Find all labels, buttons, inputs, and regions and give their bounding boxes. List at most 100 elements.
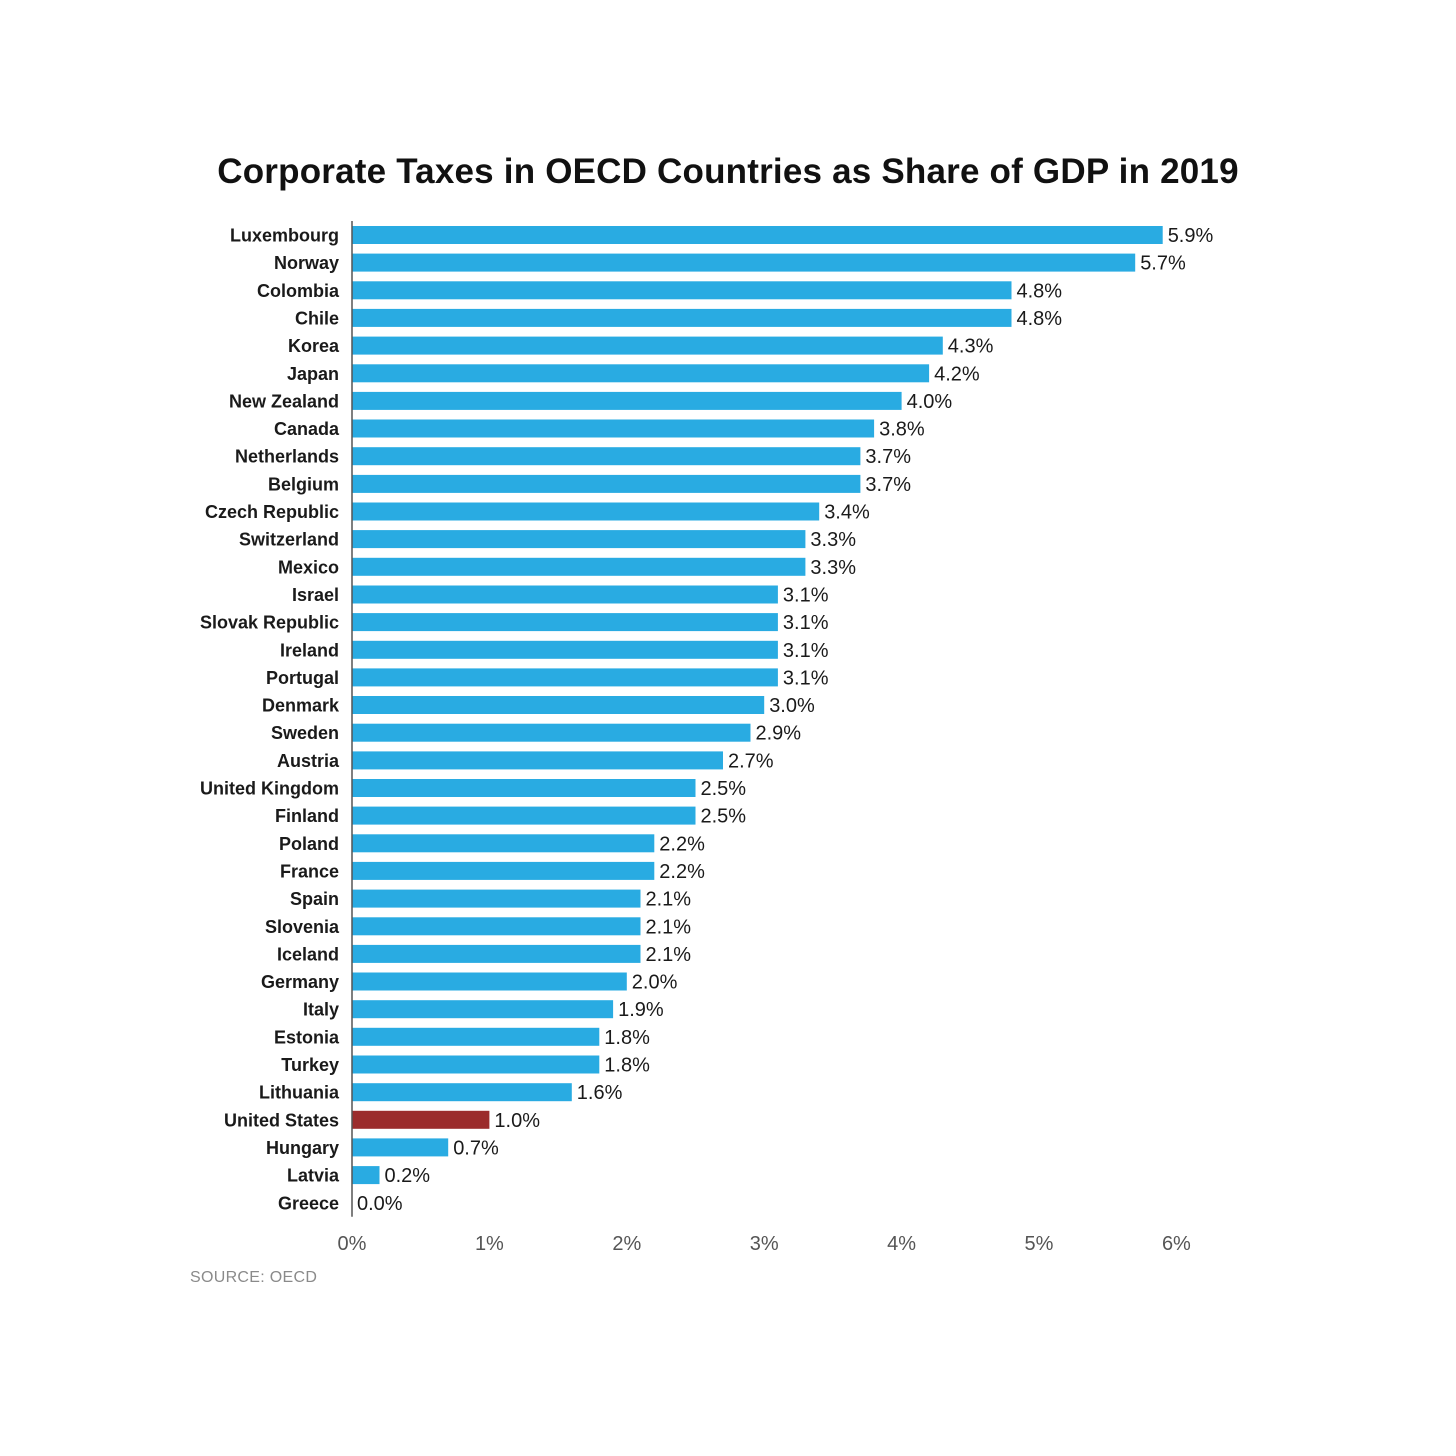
- value-label: 3.7%: [865, 446, 911, 468]
- category-label: Chile: [295, 308, 339, 328]
- bar-poland: [352, 834, 655, 853]
- bar-chile: [352, 308, 1012, 327]
- bar-mexico: [352, 557, 806, 576]
- bar-slovak-republic: [352, 613, 778, 632]
- category-label: Korea: [288, 336, 340, 356]
- bar-latvia: [352, 1166, 380, 1185]
- value-label: 3.7%: [865, 474, 911, 496]
- value-label: 3.1%: [783, 667, 829, 689]
- bar-turkey: [352, 1055, 600, 1074]
- category-label: Colombia: [257, 281, 340, 301]
- value-label: 2.1%: [646, 916, 692, 938]
- bar-italy: [352, 1000, 614, 1019]
- value-label: 5.7%: [1140, 253, 1186, 275]
- category-label: Hungary: [266, 1138, 339, 1158]
- category-label: Switzerland: [239, 530, 339, 550]
- bar-switzerland: [352, 530, 806, 549]
- value-label: 2.7%: [728, 750, 774, 772]
- x-axis-ticks: 0% 1% 2% 3% 4% 5% 6%: [338, 1233, 1192, 1255]
- category-label: Finland: [275, 806, 339, 826]
- value-label: 1.8%: [604, 1027, 650, 1049]
- bar-ireland: [352, 640, 778, 659]
- category-label: France: [280, 861, 339, 881]
- category-label: Lithuania: [259, 1083, 340, 1103]
- category-label: Canada: [274, 419, 340, 439]
- bar-sweden: [352, 723, 751, 742]
- value-label: 4.2%: [934, 363, 980, 385]
- value-label: 0.7%: [453, 1137, 499, 1159]
- bar-united-states: [352, 1110, 490, 1129]
- bar-lithuania: [352, 1083, 572, 1102]
- category-labels: Luxembourg Norway Colombia Chile Korea Japan N…: [200, 226, 340, 1214]
- bar-france: [352, 861, 655, 880]
- value-label: 3.3%: [810, 557, 856, 579]
- bar-korea: [352, 336, 943, 355]
- category-label: Portugal: [266, 668, 339, 688]
- source-note: SOURCE: OECD: [190, 1269, 318, 1286]
- value-label: 3.0%: [769, 695, 815, 717]
- value-label: 1.0%: [494, 1110, 540, 1132]
- x-tick-label: 1%: [475, 1233, 504, 1255]
- category-label: Luxembourg: [230, 226, 339, 246]
- value-label: 3.8%: [879, 419, 925, 441]
- bar-spain: [352, 889, 641, 908]
- category-label: Ireland: [280, 640, 339, 660]
- value-label: 5.9%: [1168, 225, 1214, 247]
- x-tick-label: 2%: [612, 1233, 641, 1255]
- value-label: 2.2%: [659, 833, 705, 855]
- x-tick-label: 4%: [887, 1233, 916, 1255]
- bar-united-kingdom: [352, 779, 696, 797]
- value-label: 4.3%: [948, 336, 994, 358]
- category-label: New Zealand: [229, 391, 339, 411]
- value-label: 0.2%: [385, 1165, 431, 1187]
- bar-hungary: [352, 1138, 449, 1157]
- category-label: Mexico: [278, 557, 339, 577]
- x-tick-label: 6%: [1162, 1233, 1191, 1255]
- category-label: Slovak Republic: [200, 613, 339, 633]
- bar-czech-republic: [352, 502, 820, 521]
- category-label: Germany: [261, 972, 339, 992]
- bar-portugal: [352, 668, 778, 687]
- bar-israel: [352, 585, 778, 604]
- bar-austria: [352, 751, 723, 770]
- x-tick-label: 5%: [1025, 1233, 1054, 1255]
- value-label: 1.6%: [577, 1082, 623, 1104]
- bar-denmark: [352, 696, 765, 714]
- category-label: Latvia: [287, 1166, 340, 1186]
- value-label: 2.9%: [756, 723, 802, 745]
- bar-new-zealand: [352, 391, 902, 410]
- category-label: Czech Republic: [205, 502, 339, 522]
- category-label: Poland: [279, 834, 339, 854]
- value-label: 1.9%: [618, 999, 664, 1021]
- category-label: Greece: [278, 1193, 339, 1213]
- category-label: Austria: [277, 751, 340, 771]
- value-label: 3.1%: [783, 612, 829, 634]
- bar-slovenia: [352, 917, 641, 936]
- value-label: 3.4%: [824, 502, 870, 524]
- category-label: Slovenia: [265, 917, 340, 937]
- category-label: Belgium: [268, 474, 339, 494]
- value-label: 2.5%: [701, 806, 747, 828]
- category-label: Estonia: [274, 1027, 340, 1047]
- bar-luxembourg: [352, 226, 1163, 244]
- value-label: 2.5%: [701, 778, 747, 800]
- bar-japan: [352, 364, 930, 383]
- category-label: Iceland: [277, 944, 339, 964]
- value-label: 4.8%: [1017, 280, 1063, 302]
- value-label: 2.2%: [659, 861, 705, 883]
- bar-norway: [352, 253, 1136, 272]
- chart-title: Corporate Taxes in OECD Countries as Sha…: [217, 152, 1239, 191]
- value-label: 2.0%: [632, 972, 678, 994]
- bar-netherlands: [352, 447, 861, 466]
- category-label: Japan: [287, 364, 339, 384]
- value-label: 4.8%: [1017, 308, 1063, 330]
- x-tick-label: 3%: [750, 1233, 779, 1255]
- value-label: 2.1%: [646, 944, 692, 966]
- category-label: Israel: [292, 585, 339, 605]
- value-label: 4.0%: [907, 391, 953, 413]
- value-label: 2.1%: [646, 889, 692, 911]
- value-labels: 5.9% 5.7% 4.8% 4.8% 4.3% 4.2% 4.0% 3.8% 3.7% 3.7%…: [357, 225, 1214, 1215]
- x-tick-label: 0%: [338, 1233, 367, 1255]
- category-label: Italy: [303, 1000, 339, 1020]
